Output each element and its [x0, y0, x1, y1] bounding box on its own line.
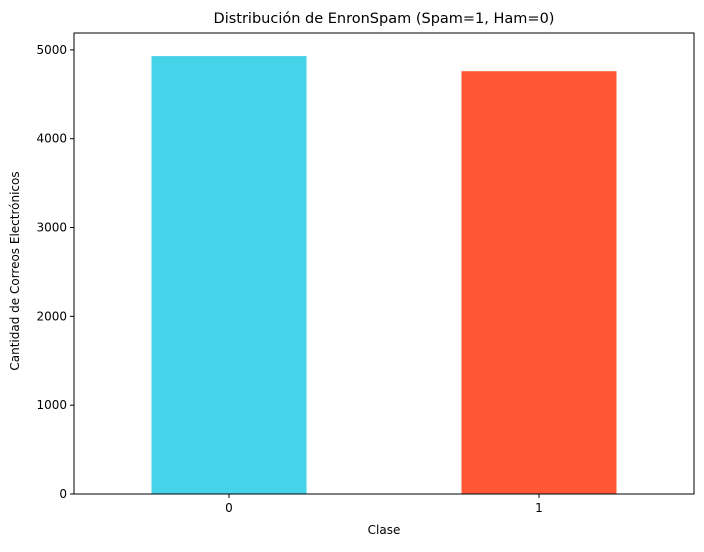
- x-tick-label-1: 1: [535, 501, 543, 515]
- y-tick-label-0: 0: [59, 487, 67, 501]
- x-tick-label-0: 0: [225, 501, 233, 515]
- y-tick-label-4000: 4000: [36, 132, 67, 146]
- y-axis: 0 1000 2000 3000 4000 5000: [36, 43, 74, 501]
- y-tick-label-2000: 2000: [36, 309, 67, 323]
- chart-title: Distribución de EnronSpam (Spam=1, Ham=0…: [214, 11, 555, 27]
- y-tick-label-5000: 5000: [36, 43, 67, 57]
- bars-layer: [151, 56, 617, 494]
- x-axis-label: Clase: [368, 523, 401, 537]
- y-tick-label-3000: 3000: [36, 221, 67, 235]
- plot-frame: [73, 32, 695, 495]
- bar-1: [461, 71, 617, 494]
- y-tick-label-1000: 1000: [36, 398, 67, 412]
- bar-0: [151, 56, 307, 494]
- y-axis-label: Cantidad de Correos Electrónicos: [8, 171, 22, 370]
